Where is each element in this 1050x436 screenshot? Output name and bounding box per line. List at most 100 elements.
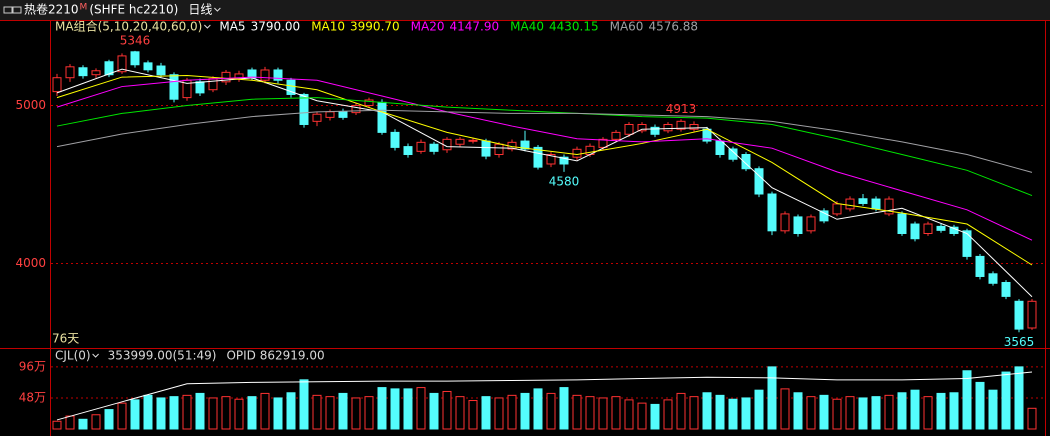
volume-bar (1001, 371, 1011, 430)
volume-bar (442, 390, 452, 430)
volume-bar (650, 403, 660, 430)
icon-box (3, 6, 13, 14)
indicator-title: MA组合(5,10,20,40,60,0) (55, 19, 202, 34)
volume-bar (195, 392, 205, 430)
ma-line (56, 68, 1033, 298)
volume-bar (611, 396, 621, 430)
candle-body (364, 99, 374, 107)
volume-bar (780, 388, 790, 430)
candle-body (650, 126, 660, 135)
volume-bar (533, 388, 543, 430)
legend-name: MA40 (510, 20, 544, 34)
candle-body (481, 140, 491, 157)
volume-bar (806, 396, 816, 430)
candle-body (962, 230, 972, 257)
candle-body (663, 123, 673, 132)
legend-value: 3790.00 (251, 20, 301, 34)
volume-bar (247, 396, 257, 430)
volume-bar (260, 392, 270, 430)
candle-body (104, 61, 114, 76)
candle-body (871, 198, 881, 210)
volume-bar (78, 418, 88, 430)
candle-body (1014, 300, 1024, 330)
symbol: 热卷2210 (24, 2, 79, 17)
candle-body (780, 213, 790, 232)
high-annotation: 5346 (120, 33, 151, 47)
volume-bar (598, 397, 608, 430)
volume-bar (754, 389, 764, 430)
low-annotation: 4580 (549, 174, 580, 188)
contract-flag: M (80, 3, 88, 13)
volume-bar (481, 396, 491, 430)
volume-bar (832, 398, 842, 430)
volume-bar (117, 402, 127, 430)
candle-body (351, 105, 361, 114)
volume-bar (767, 366, 777, 430)
candle-body (416, 141, 426, 152)
volume-bar (728, 398, 738, 430)
volume-bar (507, 394, 517, 430)
volume-bar (1014, 366, 1024, 430)
volume-bar (91, 414, 101, 430)
candle-body (1001, 281, 1011, 297)
opid-readout: OPID 862919.00 (226, 349, 324, 363)
volume-bar (156, 397, 166, 430)
candle-body (429, 143, 439, 152)
candle-body (286, 79, 296, 95)
volume-bar (689, 396, 699, 430)
candle-body (403, 146, 413, 156)
volume-bar (741, 397, 751, 430)
volume-bar (351, 397, 361, 430)
volume-bar (494, 397, 504, 430)
candle-body (819, 210, 829, 222)
volume-bar (884, 394, 894, 430)
candle-body (143, 62, 153, 71)
dropdown-chevron (204, 24, 211, 29)
candle-body (910, 223, 920, 240)
volume-bar (169, 396, 179, 430)
volume-bar (676, 392, 686, 430)
ma-line (56, 97, 1033, 197)
low-annotation: 3565 (1004, 335, 1035, 349)
icon-box (12, 6, 22, 14)
volume-bar (715, 394, 725, 430)
volume-bar (871, 396, 881, 430)
candle-body (390, 131, 400, 148)
y-tick-label: 5000 (15, 98, 46, 112)
legend-value: 4576.88 (648, 20, 698, 34)
candle-body (195, 81, 205, 94)
candle-body (884, 198, 894, 215)
candle-body (975, 255, 985, 277)
candle-body (221, 71, 231, 83)
candle-body (897, 213, 907, 235)
y-tick-label: 48万 (19, 390, 46, 404)
candle-body (572, 148, 582, 158)
candle-body (455, 138, 465, 145)
candle-body (637, 123, 647, 132)
volume-bar (208, 397, 218, 430)
candle-body (923, 223, 933, 235)
legend-name: MA5 (219, 20, 245, 34)
volume-bar (624, 399, 634, 430)
volume-bar (910, 389, 920, 430)
legend-name: MA60 (610, 20, 644, 34)
volume-bar (182, 394, 192, 430)
candle-body (936, 225, 946, 231)
candle-body (767, 193, 777, 232)
period-label: 76天 (52, 332, 79, 346)
dropdown-chevron (214, 7, 221, 12)
candle-body (312, 113, 322, 122)
volume-bar (403, 388, 413, 430)
ma-line (56, 76, 1033, 241)
volume-bar (416, 387, 426, 430)
volume-bar (897, 392, 907, 430)
candle-body (208, 78, 218, 91)
volume-title: CJL(0) (55, 349, 91, 363)
volume-bar (429, 392, 439, 430)
volume-bar (1027, 407, 1037, 430)
volume-bar (975, 381, 985, 430)
candle-body (520, 140, 530, 150)
period-selector: 日线 (188, 3, 212, 17)
opid-line (56, 371, 1033, 421)
